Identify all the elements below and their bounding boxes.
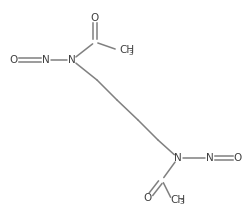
Text: N: N bbox=[68, 55, 76, 65]
Text: CH: CH bbox=[118, 45, 134, 55]
Text: O: O bbox=[233, 153, 241, 163]
Text: O: O bbox=[10, 55, 18, 65]
Text: O: O bbox=[143, 193, 152, 203]
Text: N: N bbox=[205, 153, 213, 163]
Text: N: N bbox=[174, 153, 181, 163]
Text: O: O bbox=[90, 13, 99, 23]
Text: 3: 3 bbox=[178, 199, 183, 205]
Text: CH: CH bbox=[169, 195, 184, 205]
Text: N: N bbox=[42, 55, 50, 65]
Text: 3: 3 bbox=[128, 49, 132, 55]
